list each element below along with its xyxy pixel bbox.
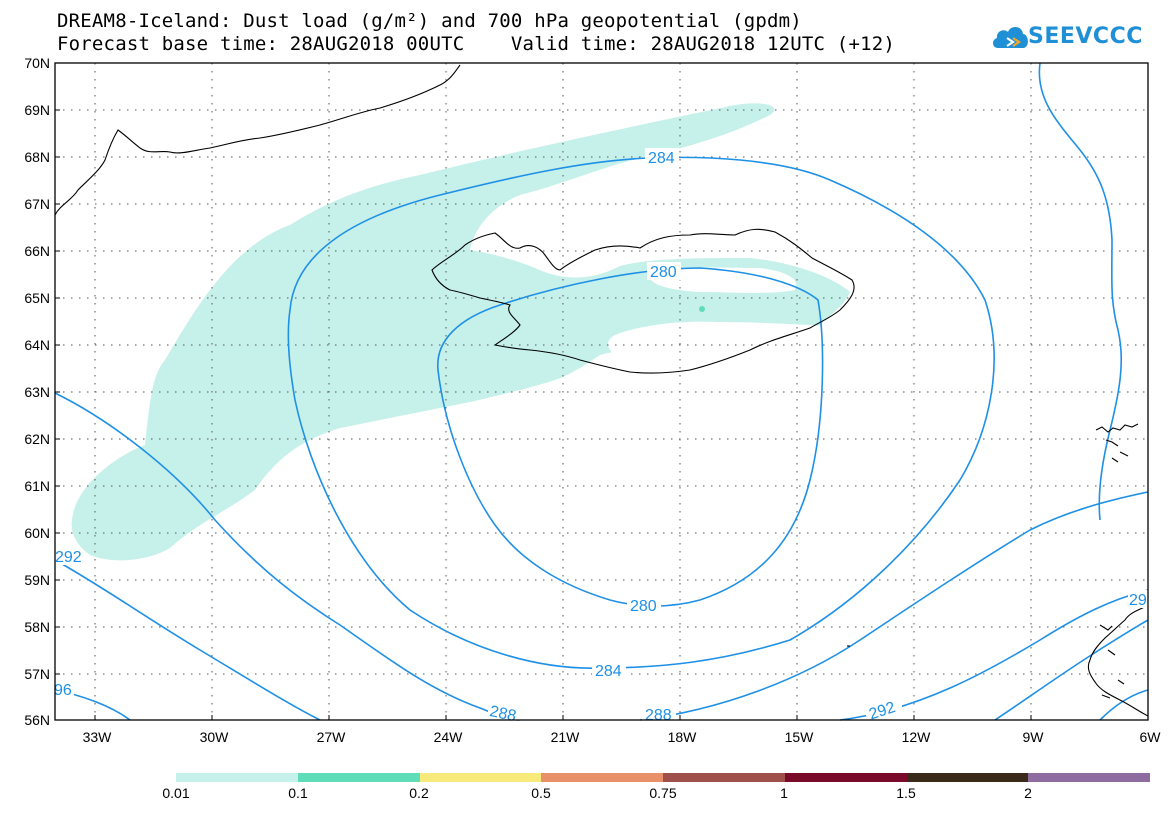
lon-label: 24W — [434, 729, 464, 745]
lat-label: 59N — [24, 572, 50, 588]
geopotential-contours — [54, 62, 1149, 721]
legend-label: 0.1 — [288, 785, 308, 801]
contour-label: 292 — [55, 549, 82, 566]
legend-swatch — [297, 773, 420, 782]
latitude-labels: 70N 69N 68N 67N 66N 65N 64N 63N 62N 61N … — [24, 55, 50, 728]
contour-label: 280 — [630, 598, 657, 615]
color-legend — [176, 773, 1150, 782]
lon-label: 12W — [902, 729, 932, 745]
lat-label: 56N — [24, 712, 50, 728]
hebrides — [1099, 624, 1125, 699]
lon-label: 21W — [551, 729, 581, 745]
contour-296b — [994, 619, 1149, 721]
legend-label: 1 — [780, 785, 788, 801]
lon-label: 18W — [668, 729, 698, 745]
contour-292 — [54, 559, 321, 721]
contour-288 — [54, 392, 521, 721]
lat-label: 64N — [24, 337, 50, 353]
lon-label: 9W — [1023, 729, 1045, 745]
lat-label: 58N — [24, 619, 50, 635]
seevccc-logo: SEEVCCC — [990, 18, 1160, 58]
lat-label: 65N — [24, 290, 50, 306]
contour-label: 284 — [595, 663, 622, 680]
faroe-islands — [1095, 423, 1139, 463]
lon-label: 15W — [785, 729, 815, 745]
scotland-coast — [1087, 604, 1149, 717]
iceland-coast — [431, 228, 855, 374]
legend-label: 1.5 — [896, 785, 916, 801]
graticule — [55, 63, 1148, 720]
contour-label: 280 — [650, 264, 677, 281]
logo-text: SEEVCCC — [1028, 24, 1143, 49]
lat-label: 68N — [24, 149, 50, 165]
map-subtitle: Forecast base time: 28AUG2018 00UTC Vali… — [57, 33, 896, 55]
contour-label: 96 — [54, 682, 72, 699]
legend-swatch — [1028, 773, 1150, 782]
lat-label: 66N — [24, 243, 50, 259]
legend-swatch — [906, 773, 1029, 782]
map-title: DREAM8-Iceland: Dust load (g/m²) and 700… — [57, 10, 802, 32]
contour-280 — [437, 267, 824, 607]
legend-label: 0.01 — [162, 785, 190, 801]
coastlines — [54, 64, 1149, 717]
legend-swatch — [176, 773, 298, 782]
legend-swatch — [541, 773, 663, 782]
contour-label: 284 — [648, 150, 675, 167]
lat-label: 61N — [24, 478, 50, 494]
contour-label: 29 — [1129, 592, 1147, 609]
cloud-icon — [992, 26, 1028, 48]
dust-load-area — [71, 103, 851, 561]
legend-label: 0.75 — [649, 785, 677, 801]
lat-label: 70N — [24, 55, 50, 71]
legend-label: 0.5 — [531, 785, 551, 801]
lat-label: 62N — [24, 431, 50, 447]
legend-label: 0.2 — [409, 785, 429, 801]
contour-284 — [287, 156, 995, 669]
legend-labels: 0.01 0.1 0.2 0.5 0.75 1 1.5 2 — [0, 785, 1175, 807]
lat-label: 67N — [24, 196, 50, 212]
lon-label: 30W — [200, 729, 230, 745]
lon-label: 6W — [1140, 729, 1162, 745]
greenland-coast — [54, 64, 461, 216]
contour-288b — [639, 491, 1149, 721]
legend-label: 2 — [1024, 785, 1032, 801]
lon-label: 33W — [83, 729, 113, 745]
axis-ticks — [55, 109, 1032, 720]
legend-swatch — [419, 773, 542, 782]
longitude-labels: 33W 30W 27W 24W 21W 18W 15W 12W 9W 6W — [83, 729, 1162, 745]
legend-swatch — [784, 773, 907, 782]
contour-label: 288 — [645, 707, 672, 724]
contour-east — [1038, 62, 1123, 521]
lat-label: 57N — [24, 666, 50, 682]
lon-label: 27W — [317, 729, 347, 745]
contour-300 — [1099, 689, 1149, 721]
lat-label: 69N — [24, 102, 50, 118]
lat-label: 63N — [24, 384, 50, 400]
legend-swatch — [663, 773, 785, 782]
lat-label: 60N — [24, 525, 50, 541]
